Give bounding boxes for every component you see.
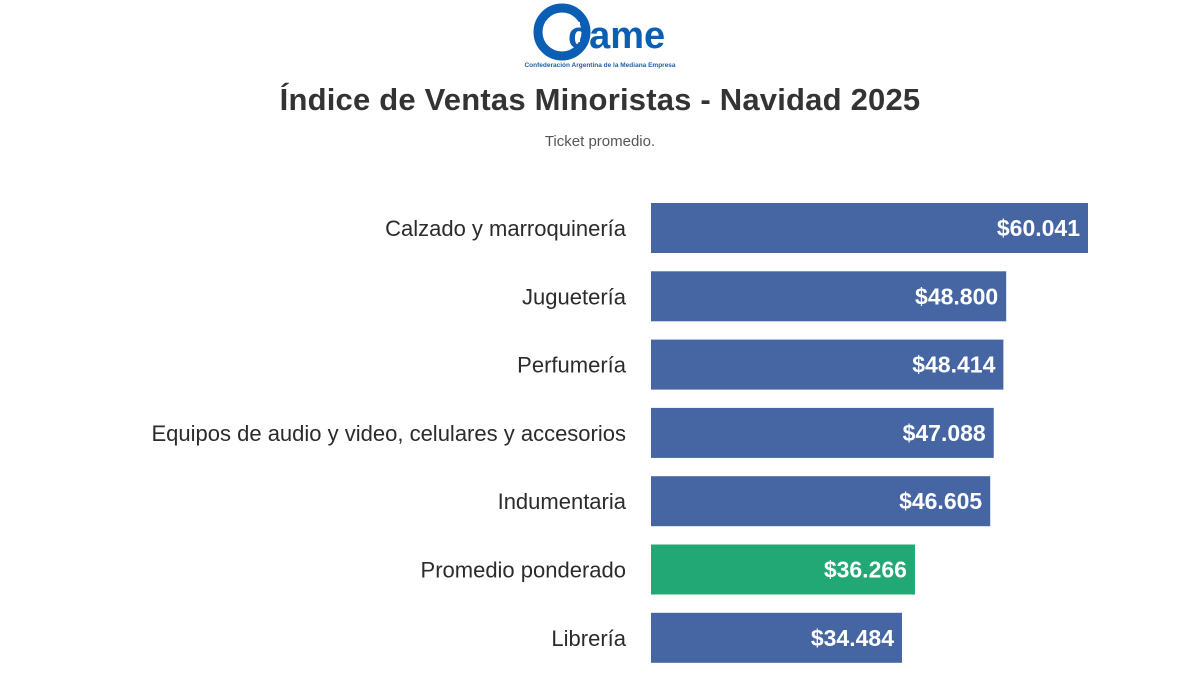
value-label: $48.414 (912, 352, 995, 378)
value-label: $46.605 (899, 488, 982, 514)
bar (651, 544, 915, 595)
value-label: $47.088 (903, 420, 986, 446)
bar (651, 271, 1007, 322)
logo-word: came (568, 15, 665, 57)
bar (651, 476, 991, 527)
value-label: $34.484 (811, 625, 894, 651)
logo-caption: Confederación Argentina de la Mediana Em… (524, 62, 676, 69)
bar (651, 407, 994, 458)
value-label: $60.041 (997, 215, 1080, 241)
category-label: Calzado y marroquinería (385, 216, 627, 241)
value-label: $36.266 (824, 557, 907, 583)
bar (651, 612, 902, 663)
came-logo: came Confederación Argentina de la Media… (510, 2, 690, 74)
came-logo-mark: came (533, 3, 665, 61)
category-label: Perfumería (517, 353, 627, 378)
chart-title: Índice de Ventas Minoristas - Navidad 20… (279, 82, 921, 117)
category-label: Librería (551, 626, 626, 651)
chart-subtitle: Ticket promedio. (544, 133, 656, 150)
bar (651, 203, 1088, 253)
value-label: $48.800 (915, 283, 998, 309)
bar (651, 339, 1004, 390)
category-label: Promedio ponderado (421, 558, 626, 583)
category-label: Indumentaria (498, 489, 627, 514)
category-label: Juguetería (522, 284, 627, 309)
category-label: Equipos de audio y video, celulares y ac… (152, 421, 627, 446)
